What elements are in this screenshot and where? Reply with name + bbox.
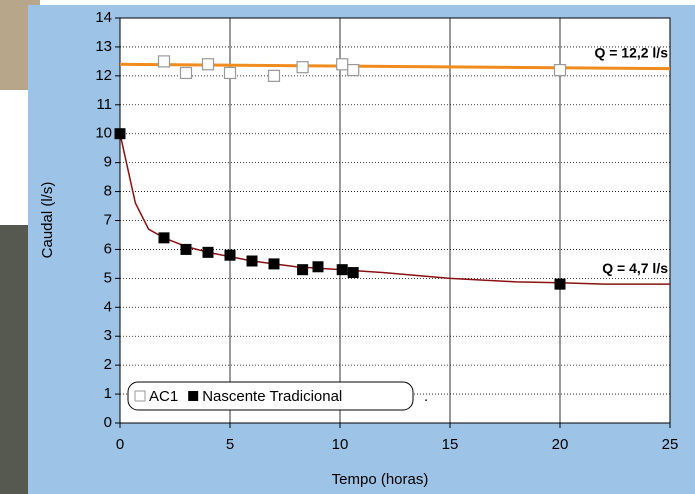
legend-box (127, 381, 414, 411)
marker (180, 243, 192, 255)
y-tick-label: 4 (104, 298, 112, 315)
x-tick-label: 10 (332, 436, 349, 453)
marker (201, 58, 215, 71)
y-tick-label: 8 (104, 183, 112, 200)
y-tick-label: 6 (104, 240, 112, 257)
marker (296, 61, 309, 74)
marker (336, 58, 349, 71)
marker (297, 264, 309, 276)
marker (347, 267, 359, 279)
marker (554, 278, 566, 290)
y-tick-label: 10 (95, 125, 112, 142)
y-tick-label: 11 (96, 96, 112, 113)
marker (224, 249, 236, 261)
legend-suffix: . (424, 388, 428, 405)
x-axis-label: Tempo (horas) (332, 471, 429, 488)
marker (223, 66, 237, 80)
marker (246, 255, 258, 267)
marker (553, 63, 567, 77)
marker (312, 261, 324, 273)
x-tick-label: 20 (552, 436, 569, 453)
marker (157, 55, 171, 68)
trend-label: Q = 4,7 l/s (602, 260, 668, 276)
marker (268, 258, 280, 270)
y-tick-label: 7 (104, 211, 112, 228)
y-axis-label: Caudal (l/s) (39, 182, 56, 259)
y-tick-label: 5 (104, 269, 112, 286)
legend-label: Nascente Tradicional (202, 388, 342, 405)
x-tick-label: 25 (662, 436, 679, 453)
y-tick-label: 13 (95, 38, 112, 55)
marker (336, 264, 348, 276)
y-tick-label: 2 (104, 356, 112, 373)
x-tick-label: 0 (116, 436, 124, 453)
marker (202, 246, 214, 258)
marker (114, 128, 126, 140)
marker (158, 232, 170, 244)
marker (347, 63, 360, 77)
legend-marker (134, 390, 146, 402)
y-tick-label: 0 (104, 414, 112, 431)
y-tick-label: 14 (95, 9, 112, 26)
x-tick-label: 15 (442, 436, 459, 453)
legend-marker (188, 391, 199, 401)
trend-label: Q = 12,2 l/s (594, 44, 668, 60)
y-tick-label: 9 (104, 154, 112, 171)
y-tick-label: 1 (104, 385, 112, 402)
y-tick-label: 12 (95, 67, 112, 84)
marker (179, 66, 193, 80)
plot-area (119, 17, 671, 424)
marker (267, 69, 281, 82)
y-tick-label: 3 (104, 327, 112, 344)
x-tick-label: 5 (226, 436, 234, 453)
legend-label: AC1 (149, 388, 178, 405)
